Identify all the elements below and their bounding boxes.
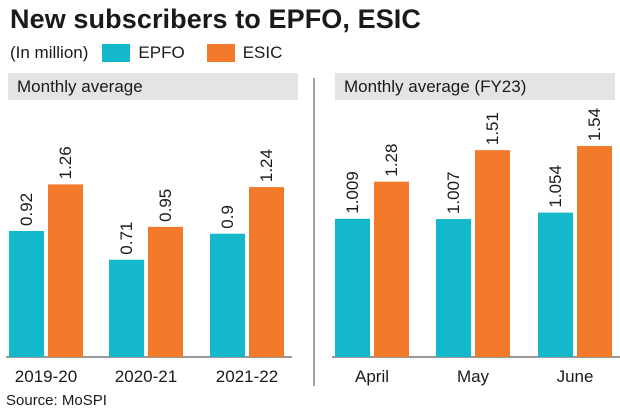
legend-swatch-esic — [206, 44, 235, 62]
data-label-esic-june: 1.54 — [585, 108, 604, 141]
bar-epfo-2021-22 — [210, 233, 245, 357]
data-label-esic-2021-22: 1.24 — [257, 149, 276, 182]
category-label-2021-22: 2021-22 — [216, 367, 278, 386]
data-label-esic-april: 1.28 — [382, 144, 401, 177]
data-label-epfo-may: 1.007 — [444, 171, 463, 214]
bar-esic-2020-21 — [148, 226, 183, 357]
category-label-2020-21: 2020-21 — [115, 367, 177, 386]
bar-epfo-2019-20 — [9, 230, 44, 357]
data-label-esic-2019-20: 1.26 — [56, 146, 75, 179]
data-label-epfo-june: 1.054 — [546, 165, 565, 208]
bar-esic-2021-22 — [249, 187, 284, 357]
data-label-epfo-2021-22: 0.9 — [218, 205, 237, 229]
bar-epfo-april — [335, 218, 370, 357]
unit-label: (In million) — [10, 43, 89, 62]
source-note: Source: MoSPI — [6, 392, 107, 409]
category-label-2019-20: 2019-20 — [15, 367, 77, 386]
legend-label-epfo: EPFO — [138, 43, 185, 62]
bar-esic-2019-20 — [48, 184, 83, 357]
bar-esic-june — [577, 146, 612, 357]
panel-header-2 — [335, 73, 615, 100]
data-label-epfo-2020-21: 0.71 — [117, 222, 136, 255]
legend-label-esic: ESIC — [242, 43, 283, 62]
legend: (In million) EPFO ESIC — [10, 42, 304, 64]
data-label-epfo-2019-20: 0.92 — [17, 193, 36, 226]
panel-title-2: Monthly average (FY23) — [344, 77, 526, 96]
legend-swatch-epfo — [102, 44, 131, 62]
panel-title-1: Monthly average — [17, 77, 143, 96]
data-label-esic-may: 1.51 — [483, 112, 502, 145]
bar-esic-may — [475, 150, 510, 357]
bar-epfo-2020-21 — [109, 259, 144, 357]
category-label-may: May — [457, 367, 490, 386]
data-label-epfo-april: 1.009 — [343, 171, 362, 214]
category-label-june: June — [557, 367, 594, 386]
category-label-april: April — [355, 367, 389, 386]
bar-epfo-june — [538, 212, 573, 357]
panel-header-1 — [8, 73, 298, 100]
chart-title: New subscribers to EPFO, ESIC — [10, 4, 422, 34]
bar-esic-april — [374, 181, 409, 357]
data-label-esic-2020-21: 0.95 — [156, 189, 175, 222]
bar-epfo-may — [436, 219, 471, 357]
